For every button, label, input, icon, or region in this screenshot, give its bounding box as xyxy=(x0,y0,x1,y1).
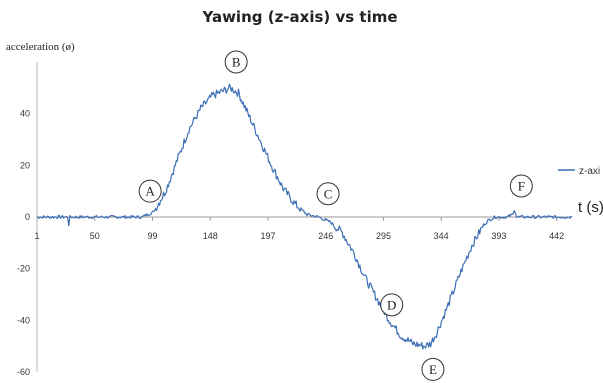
legend: z-axi xyxy=(558,166,600,177)
annotation-circle-f xyxy=(509,174,533,198)
x-tick-label: 99 xyxy=(147,231,157,241)
annotation-circle-a xyxy=(138,179,162,203)
annotation-circle-d xyxy=(380,293,404,317)
x-tick-label: 393 xyxy=(491,231,506,241)
x-tick-label: 50 xyxy=(90,231,100,241)
series-z-axi-line xyxy=(36,83,573,350)
y-tick-label: -40 xyxy=(17,315,30,325)
y-axis-label: acceleration (ø) xyxy=(6,41,75,53)
y-tick-label: -60 xyxy=(17,367,30,377)
annotation-label-b: B xyxy=(232,55,241,70)
point-annotations: A B C D E F xyxy=(138,50,533,381)
x-axis-label: t (s) xyxy=(578,199,603,216)
x-tick-label: 246 xyxy=(318,231,333,241)
x-tick-label: 197 xyxy=(260,231,275,241)
annotation-label-d: D xyxy=(387,297,396,312)
x-tick-label: 1 xyxy=(34,231,39,241)
x-tick-label: 344 xyxy=(434,231,449,241)
legend-entry-z-axi: z-axi xyxy=(579,166,600,177)
y-tick-labels: 40 20 0 -20 -40 -60 xyxy=(17,109,30,377)
x-tick-labels: 1 50 99 148 197 246 295 344 393 442 xyxy=(34,217,564,241)
x-tick-label: 148 xyxy=(203,231,218,241)
annotation-label-c: C xyxy=(324,186,333,201)
y-tick-label: 0 xyxy=(25,212,30,222)
chart-title: Yawing (z-axis) vs time xyxy=(201,8,397,26)
annotation-circle-e xyxy=(421,357,445,381)
x-tick-label: 295 xyxy=(376,231,391,241)
annotation-circle-b xyxy=(224,50,248,74)
y-tick-label: 20 xyxy=(20,160,30,170)
x-tick-label: 442 xyxy=(549,231,564,241)
annotation-label-e: E xyxy=(429,362,437,377)
annotation-label-a: A xyxy=(145,184,155,199)
annotation-circle-c xyxy=(316,182,340,206)
y-tick-label: -20 xyxy=(17,264,30,274)
annotation-label-f: F xyxy=(518,179,525,194)
y-tick-label: 40 xyxy=(20,109,30,119)
